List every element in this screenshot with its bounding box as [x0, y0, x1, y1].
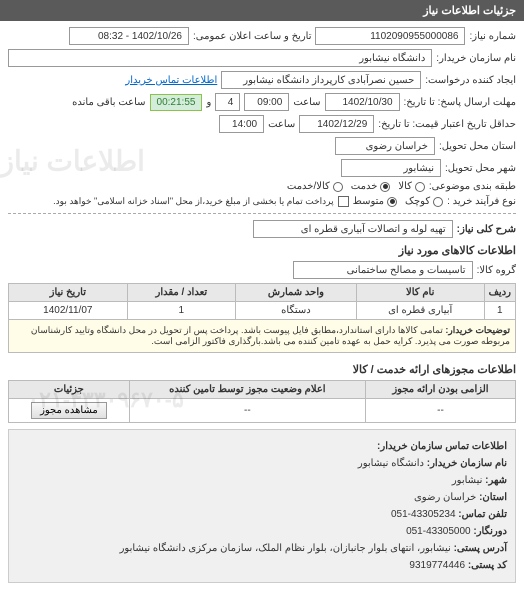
cell-unit: دستگاه	[236, 302, 357, 320]
requester-field: حسین نصرآبادی کارپرداز دانشگاه نیشابور	[221, 71, 421, 89]
buyer-contact-link[interactable]: اطلاعات تماس خریدار	[125, 75, 217, 86]
treasury-checkbox[interactable]	[338, 196, 349, 207]
col-row: ردیف	[484, 284, 515, 302]
details-panel: اطلاعات نیاز خدمات شماره نیاز: 110209095…	[0, 21, 524, 589]
deadline-time-field: 09:00	[244, 93, 289, 111]
col-name: نام کالا	[356, 284, 484, 302]
contact-fax: 43305000-051	[406, 526, 471, 537]
permit-mandatory: --	[365, 399, 515, 423]
budget-opt-both[interactable]: کالا/خدمت	[287, 181, 343, 192]
contact-addr: نیشابور، انتهای بلوار جانبازان، بلوار نظ…	[120, 543, 451, 554]
budget-opt-goods[interactable]: کالا	[398, 181, 425, 192]
contact-post: 9319774446	[409, 560, 465, 571]
budget-label: طبقه بندی موضوعی:	[429, 181, 516, 192]
budget-radio-group: کالا خدمت کالا/خدمت	[287, 181, 425, 192]
contact-post-label: کد پستی:	[468, 560, 507, 571]
contact-city-label: شهر:	[485, 475, 507, 486]
remaining-days-field: 4	[215, 93, 240, 111]
deadline-time-label: ساعت	[293, 97, 320, 108]
permits-section-title: اطلاعات مجوزهای ارائه خدمت / کالا	[8, 363, 516, 376]
permits-table: الزامی بودن ارائه مجوز اعلام وضعیت مجوز …	[8, 380, 516, 423]
announce-field: 1402/10/26 - 08:32	[69, 27, 189, 45]
remaining-label: ساعت باقی مانده	[72, 97, 145, 108]
cell-idx: 1	[484, 302, 515, 320]
contact-org: دانشگاه نیشابور	[358, 458, 424, 469]
requester-label: ایجاد کننده درخواست:	[425, 75, 516, 86]
validity-time-label: ساعت	[268, 119, 295, 130]
announce-label: تاریخ و ساعت اعلان عمومی:	[193, 31, 312, 42]
cell-date: 1402/11/07	[9, 302, 128, 320]
col-unit: واحد شمارش	[236, 284, 357, 302]
contact-phone-label: تلفن تماس:	[458, 509, 507, 520]
deadline-label: مهلت ارسال پاسخ: تا تاریخ:	[404, 97, 516, 108]
note-text: تمامی کالاها دارای استاندارد،مطابق فایل …	[31, 325, 510, 346]
buyer-note-row: توضیحات خریدار: تمامی کالاها دارای استان…	[9, 320, 516, 353]
contact-city: نیشابور	[452, 475, 483, 486]
goods-table: ردیف نام کالا واحد شمارش تعداد / مقدار ت…	[8, 283, 516, 353]
validity-date-field: 1402/12/29	[299, 115, 374, 133]
buyer-name-field: دانشگاه نیشابور	[8, 49, 432, 67]
section-header-need-details: جزئیات اطلاعات نیاز	[0, 0, 524, 21]
budget-opt-service[interactable]: خدمت	[351, 181, 391, 192]
province-field: خراسان رضوی	[335, 137, 435, 155]
goods-section-title: اطلاعات کالاهای مورد نیاز	[8, 244, 516, 257]
note-label: توضیحات خریدار:	[445, 325, 510, 335]
buyer-name-label: نام سازمان خریدار:	[436, 53, 516, 64]
contact-addr-label: آدرس پستی:	[454, 543, 507, 554]
goods-group-field: تاسیسات و مصالح ساختمانی	[293, 261, 473, 279]
divider	[8, 213, 516, 214]
permit-status: --	[129, 399, 365, 423]
deadline-date-field: 1402/10/30	[325, 93, 400, 111]
process-note: پرداخت تمام یا بخشی از مبلغ خرید،از محل …	[53, 196, 333, 207]
contact-fax-label: دورنگار:	[473, 526, 507, 537]
request-no-label: شماره نیاز:	[469, 31, 516, 42]
contact-org-label: نام سازمان خریدار:	[427, 458, 507, 469]
city-field: نیشابور	[341, 159, 441, 177]
contact-province: خراسان رضوی	[414, 492, 476, 503]
table-row: 1 آبیاری قطره ای دستگاه 1 1402/11/07	[9, 302, 516, 320]
permit-col-view: جزئیات	[9, 381, 130, 399]
view-permit-button[interactable]: مشاهده مجوز	[31, 402, 107, 419]
desc-label: شرح کلی نیاز:	[457, 224, 516, 235]
contact-phone: 43305234-051	[391, 509, 456, 520]
col-qty: تعداد / مقدار	[127, 284, 235, 302]
city-label: شهر محل تحویل:	[445, 163, 516, 174]
process-opt-small[interactable]: کوچک	[405, 196, 443, 207]
process-radio-group: کوچک متوسط	[353, 196, 443, 207]
contact-province-label: استان:	[479, 492, 507, 503]
process-opt-medium[interactable]: متوسط	[353, 196, 397, 207]
header-title: جزئیات اطلاعات نیاز	[423, 5, 516, 17]
permit-col-mandatory: الزامی بودن ارائه مجوز	[365, 381, 515, 399]
process-label: نوع فرآیند خرید :	[447, 196, 516, 207]
col-date: تاریخ نیاز	[9, 284, 128, 302]
contact-title: اطلاعات تماس سازمان خریدار:	[17, 438, 507, 455]
permit-col-status: اعلام وضعیت مجوز توسط تامین کننده	[129, 381, 365, 399]
province-label: استان محل تحویل:	[439, 141, 516, 152]
countdown-timer: 00:21:55	[150, 94, 203, 111]
permit-row: -- -- مشاهده مجوز	[9, 399, 516, 423]
cell-qty: 1	[127, 302, 235, 320]
cell-name: آبیاری قطره ای	[356, 302, 484, 320]
desc-field: تهیه لوله و اتصالات آبیاری قطره ای	[253, 220, 453, 238]
validity-time-field: 14:00	[219, 115, 264, 133]
goods-group-label: گروه کالا:	[477, 265, 516, 276]
request-no-field: 1102090955000086	[315, 27, 465, 45]
validity-label: حداقل تاریخ اعتبار قیمت: تا تاریخ:	[378, 119, 516, 130]
contact-block: اطلاعات تماس سازمان خریدار: نام سازمان خ…	[8, 429, 516, 583]
